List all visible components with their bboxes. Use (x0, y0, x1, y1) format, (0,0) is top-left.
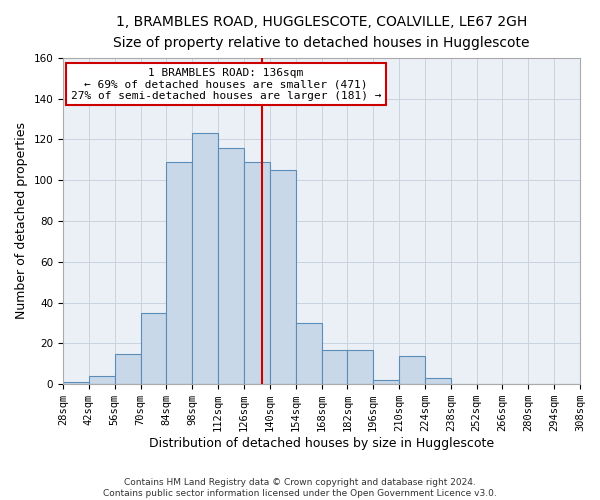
Bar (425, 378, 451, 384)
Y-axis label: Number of detached properties: Number of detached properties (15, 122, 28, 320)
Bar (399, 356, 425, 384)
Bar (244, 162, 270, 384)
Bar (322, 350, 347, 384)
Bar (192, 133, 218, 384)
X-axis label: Distribution of detached houses by size in Hugglescote: Distribution of detached houses by size … (149, 437, 494, 450)
Bar (166, 162, 192, 384)
Bar (89, 376, 115, 384)
Bar (218, 148, 244, 384)
Title: 1, BRAMBLES ROAD, HUGGLESCOTE, COALVILLE, LE67 2GH
Size of property relative to : 1, BRAMBLES ROAD, HUGGLESCOTE, COALVILLE… (113, 15, 530, 50)
Text: Contains HM Land Registry data © Crown copyright and database right 2024.
Contai: Contains HM Land Registry data © Crown c… (103, 478, 497, 498)
Bar (296, 323, 322, 384)
Bar (347, 350, 373, 384)
Bar (140, 313, 166, 384)
Bar (373, 380, 399, 384)
Bar (270, 170, 296, 384)
Bar (63, 382, 89, 384)
Bar (115, 354, 140, 384)
Text: 1 BRAMBLES ROAD: 136sqm
← 69% of detached houses are smaller (471)
27% of semi-d: 1 BRAMBLES ROAD: 136sqm ← 69% of detache… (71, 68, 381, 100)
